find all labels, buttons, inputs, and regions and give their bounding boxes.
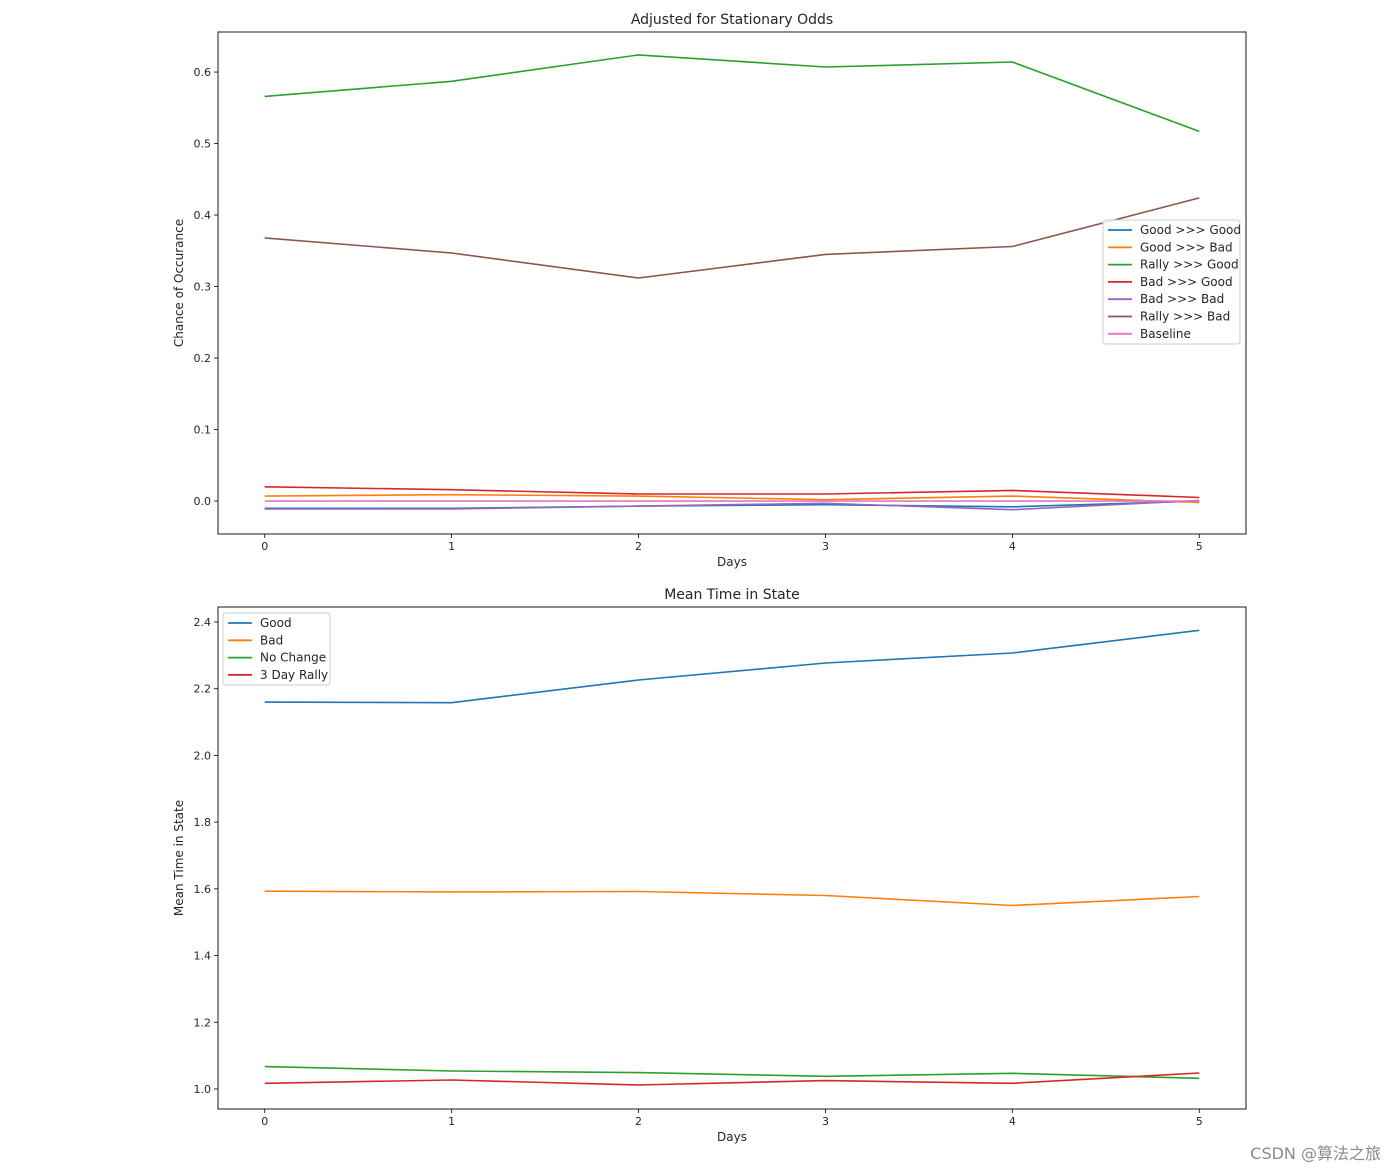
y-tick-label: 0.2 <box>194 352 212 365</box>
x-tick-label: 2 <box>635 540 642 553</box>
x-tick-label: 3 <box>822 540 829 553</box>
legend-label: Good <box>260 616 292 630</box>
series-group <box>264 54 1200 511</box>
y-tick-label: 2.2 <box>194 683 212 696</box>
series-line-4 <box>264 1072 1200 1086</box>
y-tick-label: 0.4 <box>194 209 212 222</box>
legend: Good >>> Good Good >>> Bad Rally >>> Good B… <box>1102 219 1241 345</box>
watermark-text: CSDN @算法之旅 <box>1250 1144 1381 1163</box>
y-tick-label: 1.0 <box>194 1083 212 1096</box>
y-tick-label: 0.6 <box>194 66 212 79</box>
y-tick-label: 1.6 <box>194 883 212 896</box>
legend-label: Bad >>> Good <box>1140 275 1233 289</box>
y-tick-label: 0.5 <box>194 138 212 151</box>
x-tick-label: 5 <box>1196 1115 1203 1128</box>
legend-box <box>1102 219 1241 345</box>
legend-label: Rally >>> Good <box>1140 258 1239 272</box>
x-tick-label: 1 <box>448 1115 455 1128</box>
legend-label: No Change <box>260 651 326 665</box>
x-tick-label: 4 <box>1009 540 1016 553</box>
chart-2: Mean Time in State 0 1 2 3 4 5 1.0 1.2 1.4 1.6 1.8 2… <box>172 587 1247 1144</box>
axes-frame <box>217 31 1247 535</box>
x-axis-label: Days <box>717 1130 747 1144</box>
y-tick-label: 0.1 <box>194 424 212 437</box>
series-line-5 <box>264 499 1200 511</box>
x-tick-label: 1 <box>448 540 455 553</box>
axes-frame <box>217 606 1247 1110</box>
series-line-4 <box>264 486 1200 499</box>
y-tick-label: 0.0 <box>194 495 212 508</box>
series-line-3 <box>264 1065 1200 1080</box>
y-tick-label: 1.4 <box>194 950 212 963</box>
series-line-6 <box>264 197 1200 279</box>
series-line-2 <box>264 890 1200 907</box>
chart-1: Adjusted for Stationary Odds 0 1 2 3 4 5 0.0 0.1… <box>172 12 1247 569</box>
x-tick-label: 3 <box>822 1115 829 1128</box>
x-tick-label: 0 <box>261 540 268 553</box>
y-tick-label: 2.0 <box>194 749 212 762</box>
y-axis-label: Chance of Occurance <box>172 219 186 347</box>
legend-label: Bad <box>260 633 283 647</box>
chart-title: Mean Time in State <box>664 587 800 603</box>
y-tick-label: 2.4 <box>194 616 212 629</box>
chart-title: Adjusted for Stationary Odds <box>631 12 833 28</box>
legend-label: 3 Day Rally <box>260 668 328 682</box>
series-line-1 <box>264 629 1200 704</box>
legend: Good Bad No Change 3 Day Rally <box>222 612 331 686</box>
legend-label: Bad >>> Bad <box>1140 292 1224 306</box>
series-line-3 <box>264 54 1200 133</box>
x-tick-label: 5 <box>1196 540 1203 553</box>
series-line-2 <box>264 493 1200 504</box>
y-axis-label: Mean Time in State <box>172 800 186 916</box>
legend-label: Baseline <box>1140 327 1191 341</box>
x-tick-label: 0 <box>261 1115 268 1128</box>
x-tick-label: 4 <box>1009 1115 1016 1128</box>
y-tick-label: 1.8 <box>194 816 212 829</box>
legend-box <box>222 612 331 686</box>
series-group <box>264 629 1200 1086</box>
y-tick-label: 0.3 <box>194 281 212 294</box>
y-tick-label: 1.2 <box>194 1016 212 1029</box>
legend-label: Good >>> Good <box>1140 223 1241 237</box>
x-axis-label: Days <box>717 555 747 569</box>
legend-label: Good >>> Bad <box>1140 240 1233 254</box>
legend-label: Rally >>> Bad <box>1140 310 1230 324</box>
x-tick-label: 2 <box>635 1115 642 1128</box>
